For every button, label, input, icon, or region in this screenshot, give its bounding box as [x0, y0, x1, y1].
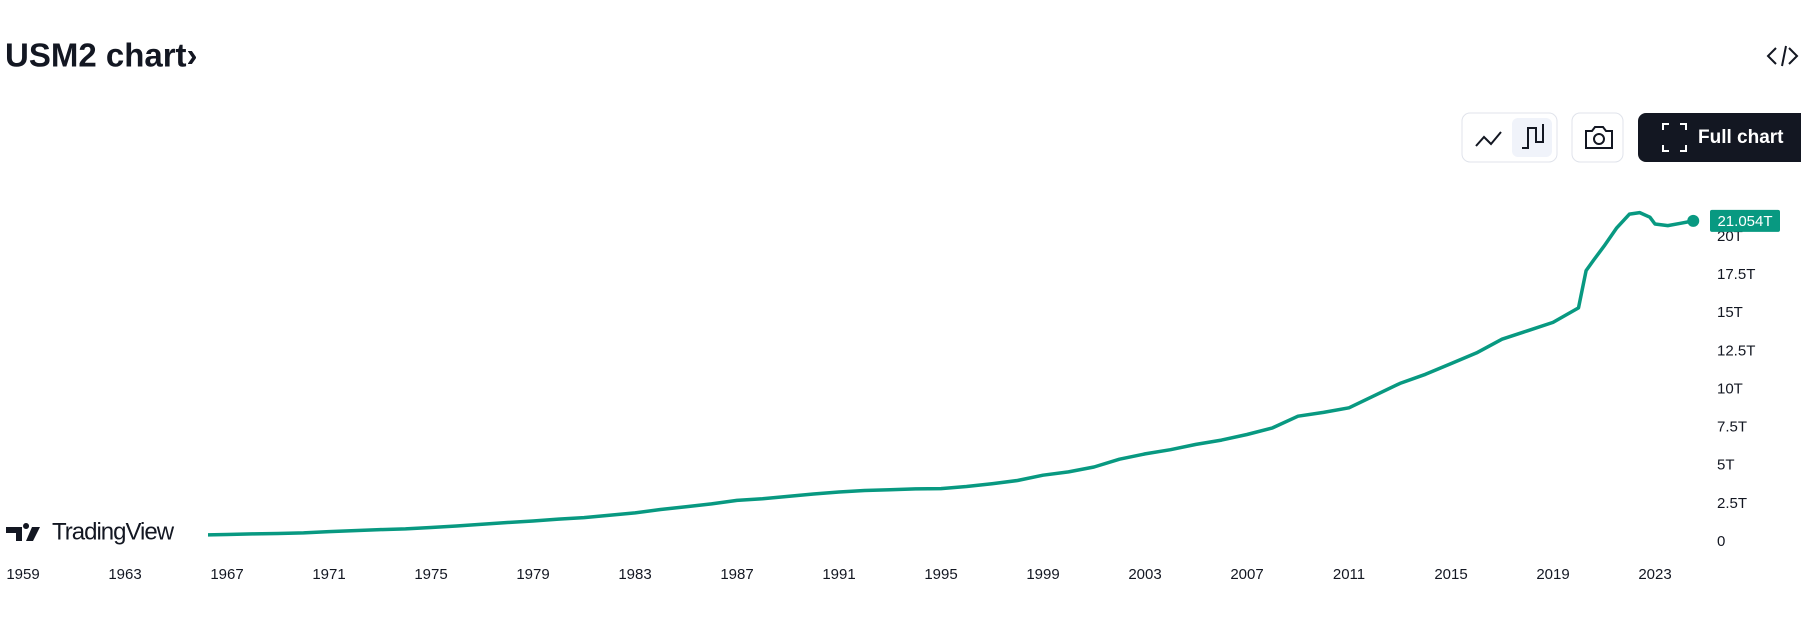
x-tick-label: 1967 — [210, 566, 243, 583]
step-icon — [1522, 124, 1544, 149]
camera-icon — [1585, 126, 1613, 149]
y-tick-label: 15T — [1717, 304, 1743, 321]
camera-lens — [1593, 133, 1605, 145]
x-tick-label: 1959 — [6, 566, 39, 583]
chart-title[interactable]: USM2 chart› — [5, 37, 198, 74]
line-style-button[interactable] — [1475, 131, 1502, 147]
fullscreen-icon — [1662, 123, 1687, 152]
y-tick-label: 5T — [1717, 457, 1735, 474]
y-tick-label: 12.5T — [1717, 342, 1755, 359]
code-icon — [1766, 45, 1799, 67]
x-tick-label: 2019 — [1536, 566, 1569, 583]
full-chart-button[interactable] — [1638, 113, 1801, 162]
x-tick-label: 2023 — [1638, 566, 1671, 583]
x-tick-label: 1987 — [720, 566, 753, 583]
data-line — [22, 210, 1694, 540]
full-chart-label[interactable]: Full chart — [1698, 127, 1784, 148]
x-tick-label: 1963 — [108, 566, 141, 583]
x-tick-label: 1979 — [516, 566, 549, 583]
x-tick-label: 2003 — [1128, 566, 1161, 583]
x-tick-label: 2015 — [1434, 566, 1467, 583]
x-tick-label: 2007 — [1230, 566, 1263, 583]
x-tick-label: 1983 — [618, 566, 651, 583]
step-style-button[interactable] — [1512, 118, 1552, 157]
last-value-badge — [1710, 209, 1780, 232]
x-tick-label: 1975 — [414, 566, 447, 583]
brand-name: TradingView — [52, 518, 175, 545]
y-tick-label: 0 — [1717, 533, 1725, 550]
x-tick-label: 1971 — [312, 566, 345, 583]
x-tick-label: 1991 — [822, 566, 855, 583]
embed-icon[interactable] — [1766, 45, 1799, 67]
y-tick-label: 7.5T — [1717, 419, 1747, 436]
y-tick-label: 17.5T — [1717, 266, 1755, 283]
plot-area: 0 2.5T 5T 7.5T 10T 12.5T 15T 17.5T 20T 1959 1963 19… — [6, 209, 1780, 583]
brand-logo: TradingView — [0, 516, 208, 546]
x-tick-label: 1999 — [1026, 566, 1059, 583]
last-value-label: 21.054T — [1717, 213, 1772, 230]
x-tick-label: 2011 — [1333, 566, 1365, 583]
x-tick-label: 1995 — [924, 566, 957, 583]
y-tick-label: 2.5T — [1717, 495, 1747, 512]
y-tick-label: 10T — [1717, 380, 1743, 397]
brand-mark — [6, 523, 40, 541]
y-tick-label: 20T — [1717, 228, 1743, 245]
snapshot-button[interactable] — [1571, 112, 1624, 163]
last-point — [1687, 214, 1700, 227]
